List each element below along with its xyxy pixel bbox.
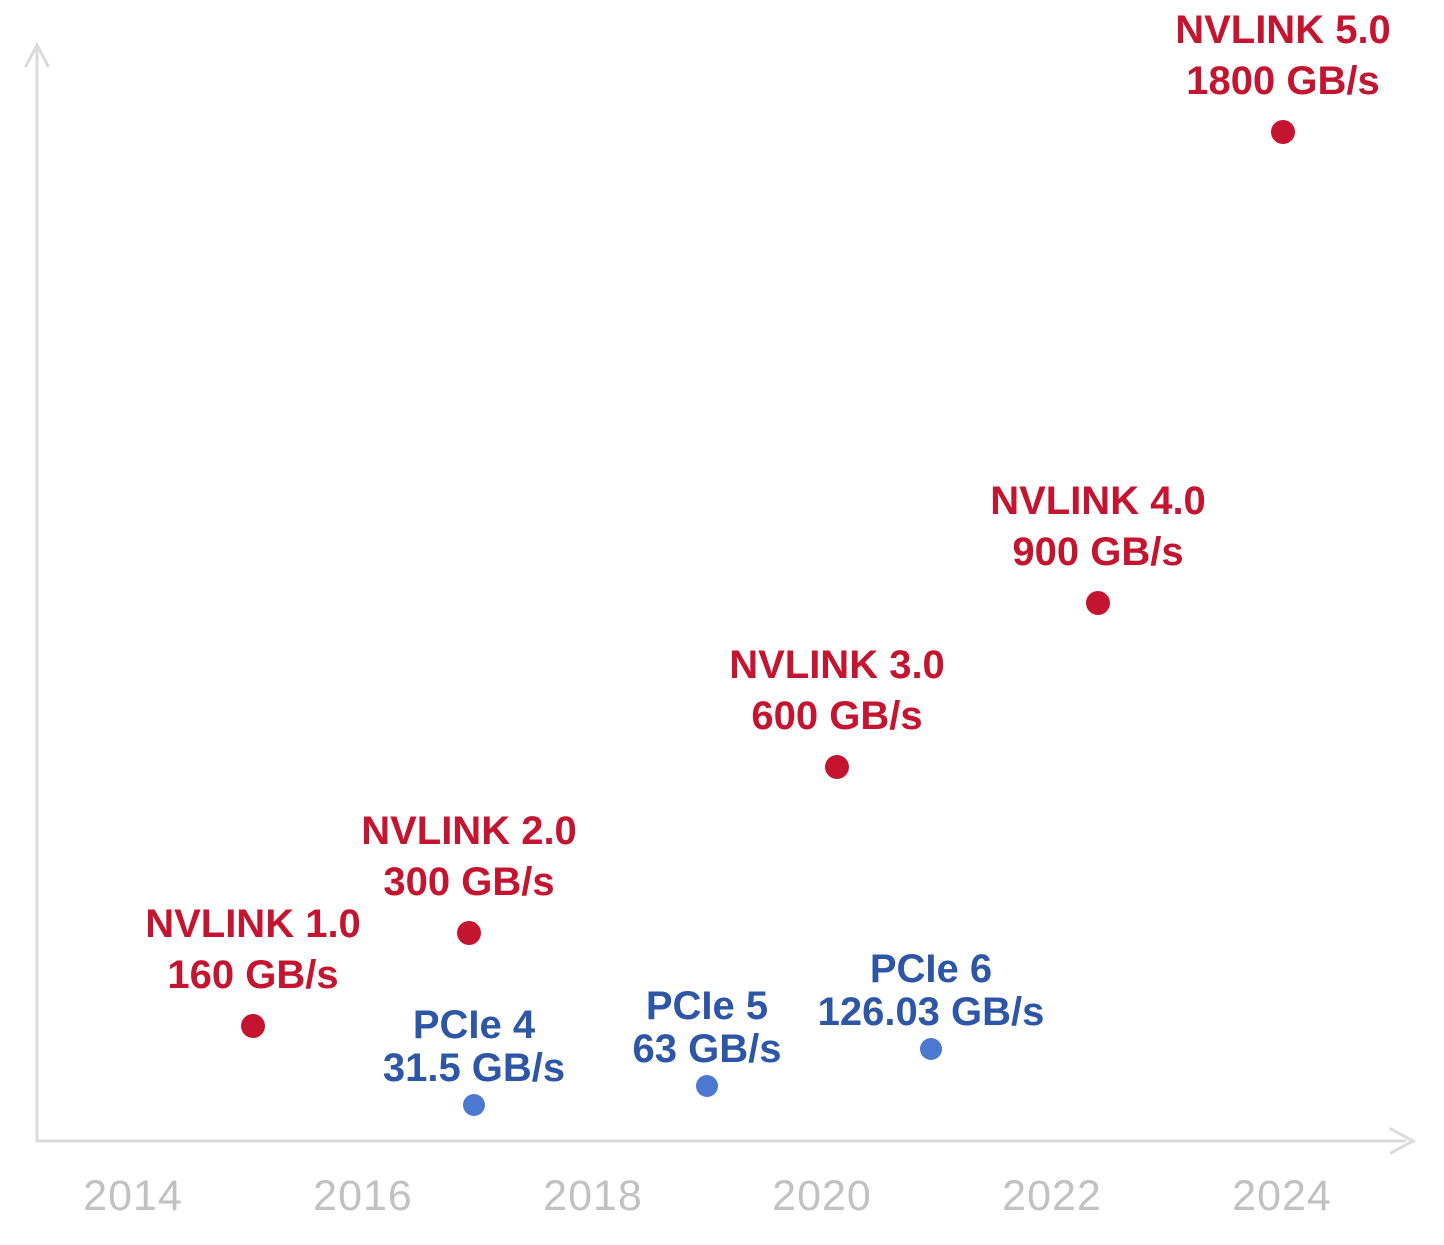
data-point-label: NVLINK 5.0 1800 GB/s: [1175, 5, 1391, 107]
point-value: 600 GB/s: [751, 694, 923, 738]
data-point-dot: [920, 1038, 942, 1060]
x-tick-label: 2016: [313, 1172, 413, 1220]
x-tick-label: 2014: [83, 1172, 183, 1220]
data-point-dot: [1086, 591, 1110, 615]
point-value: 900 GB/s: [1012, 530, 1184, 574]
data-point-label: NVLINK 1.0 160 GB/s: [145, 899, 361, 1001]
arrow-right-icon: [1389, 1127, 1417, 1155]
x-tick-label: 2020: [772, 1172, 872, 1220]
point-value: 63 GB/s: [632, 1027, 782, 1071]
arrow-up-icon: [24, 41, 50, 68]
point-name: PCIe 4: [412, 1003, 536, 1047]
data-point-label: PCIe 6 126.03 GB/s: [818, 948, 1045, 1034]
point-value: 160 GB/s: [167, 953, 339, 997]
point-name: PCIe 5: [645, 984, 769, 1028]
data-point-dot: [1271, 120, 1295, 144]
point-name: NVLINK 5.0: [1175, 8, 1391, 52]
point-name: NVLINK 1.0: [145, 902, 361, 946]
point-value: 300 GB/s: [383, 860, 555, 904]
data-point-label: NVLINK 2.0 300 GB/s: [361, 806, 577, 908]
data-point-label: PCIe 5 63 GB/s: [633, 985, 782, 1071]
data-point-label: NVLINK 3.0 600 GB/s: [729, 640, 945, 742]
x-tick-label: 2024: [1232, 1172, 1332, 1220]
data-point-label: PCIe 4 31.5 GB/s: [383, 1004, 565, 1090]
x-tick-label: 2022: [1002, 1172, 1102, 1220]
point-name: PCIe 6: [869, 947, 993, 991]
point-name: NVLINK 4.0: [990, 479, 1206, 523]
point-value: 126.03 GB/s: [817, 990, 1045, 1034]
data-point-dot: [457, 921, 481, 945]
point-value: 1800 GB/s: [1186, 59, 1380, 103]
data-point-dot: [241, 1014, 265, 1038]
point-name: NVLINK 2.0: [361, 809, 577, 853]
point-value: 31.5 GB/s: [382, 1046, 566, 1090]
data-point-dot: [696, 1075, 718, 1097]
data-point-label: NVLINK 4.0 900 GB/s: [990, 476, 1206, 578]
data-point-dot: [463, 1094, 485, 1116]
point-name: NVLINK 3.0: [729, 643, 945, 687]
data-point-dot: [825, 755, 849, 779]
x-tick-label: 2018: [543, 1172, 643, 1220]
